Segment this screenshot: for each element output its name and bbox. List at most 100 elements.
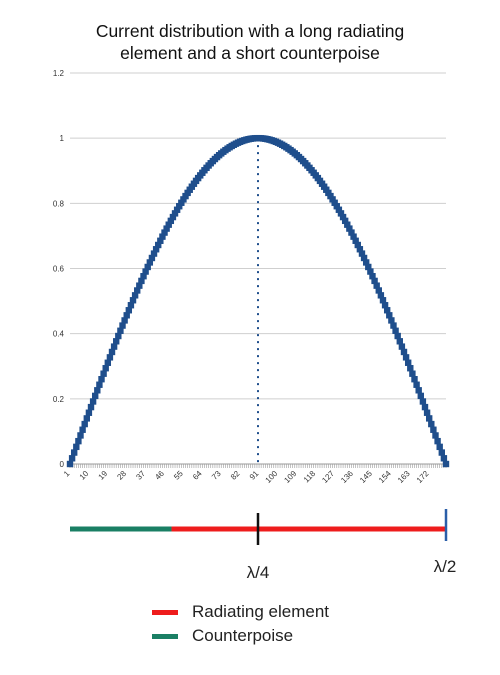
y-tick-label: 0.8 (53, 199, 65, 208)
data-point (350, 233, 357, 240)
data-point (100, 370, 107, 377)
data-point (421, 403, 429, 411)
data-point (373, 282, 380, 289)
data-point (377, 292, 385, 299)
data-point (375, 287, 382, 294)
data-point (365, 263, 372, 271)
data-point (148, 254, 156, 262)
quarter-wave-label: λ/4 (247, 563, 270, 582)
data-point (348, 229, 355, 236)
data-point (341, 217, 349, 225)
data-point (102, 365, 109, 372)
data-point (150, 250, 158, 257)
data-point (362, 259, 370, 266)
data-point (94, 387, 101, 394)
data-point (134, 287, 141, 294)
data-point (432, 432, 439, 439)
data-point (144, 263, 151, 271)
data-point (398, 343, 406, 350)
data-point (129, 297, 137, 304)
x-tick-label: 73 (210, 469, 223, 482)
data-point (415, 387, 422, 394)
data-point (388, 317, 395, 324)
data-point (428, 420, 435, 428)
data-point (333, 203, 340, 210)
data-point (113, 338, 120, 345)
legend-counterpoise-label: Counterpoise (192, 626, 294, 645)
data-point (327, 192, 334, 200)
data-point (182, 192, 189, 200)
x-tick-label: 28 (115, 469, 128, 482)
data-point (407, 365, 414, 372)
x-tick-label: 37 (134, 469, 147, 482)
data-point (352, 237, 359, 244)
data-point (436, 443, 443, 451)
data-point (131, 292, 139, 299)
legend-counterpoise: Counterpoise (152, 626, 293, 646)
data-point (417, 392, 424, 400)
data-point (96, 381, 103, 388)
data-point (171, 210, 179, 217)
data-point (163, 225, 170, 232)
x-tick-label: 127 (320, 469, 336, 485)
data-point (127, 302, 135, 309)
data-point (325, 189, 332, 197)
x-tick-label: 10 (78, 469, 91, 482)
data-point (119, 322, 126, 329)
x-tick-label: 109 (282, 469, 298, 485)
data-point (386, 312, 393, 319)
data-point (419, 398, 427, 405)
data-point (390, 322, 397, 329)
data-point (360, 254, 368, 262)
data-point (178, 199, 185, 206)
x-tick-label: 19 (97, 469, 110, 482)
x-tick-label: 118 (302, 469, 318, 485)
data-point (411, 376, 418, 383)
data-point (146, 259, 154, 266)
data-point (438, 449, 445, 456)
data-point (142, 268, 149, 275)
data-point (344, 221, 351, 228)
y-tick-label: 0.2 (53, 395, 65, 404)
half-wave-label: λ/2 (434, 557, 457, 576)
y-tick-label: 1 (60, 134, 65, 143)
data-point (85, 409, 93, 416)
x-tick-label: 172 (415, 469, 431, 485)
chart-title: Current distribution with a long radiati… (0, 20, 500, 64)
data-point (369, 272, 376, 280)
data-point (379, 297, 387, 304)
data-point (87, 403, 95, 411)
data-point (68, 455, 76, 462)
data-point (331, 199, 338, 206)
data-point (367, 268, 374, 275)
y-tick-label: 0 (60, 460, 65, 469)
data-point (157, 237, 164, 244)
data-point (335, 206, 343, 213)
data-point (346, 225, 353, 232)
data-point (104, 359, 112, 366)
data-point (339, 213, 347, 221)
data-point (71, 449, 78, 456)
data-point (83, 415, 91, 422)
y-tick-label: 0.4 (53, 330, 65, 339)
data-point (394, 332, 401, 340)
data-point (169, 213, 177, 221)
data-point (108, 348, 116, 356)
data-point (123, 312, 130, 319)
data-point (161, 229, 168, 236)
data-point (159, 233, 166, 240)
data-point (442, 460, 450, 468)
data-point (117, 327, 124, 334)
data-point (392, 327, 399, 334)
x-tick-label: 163 (396, 469, 412, 485)
data-point (404, 359, 412, 366)
data-point (176, 203, 183, 210)
data-point (423, 409, 431, 416)
data-point (140, 272, 147, 280)
data-point (356, 246, 364, 253)
data-point (329, 196, 336, 203)
x-tick-label: 145 (358, 469, 374, 485)
data-point (402, 354, 410, 361)
y-tick-label: 1.2 (53, 69, 65, 78)
data-point (138, 277, 145, 285)
